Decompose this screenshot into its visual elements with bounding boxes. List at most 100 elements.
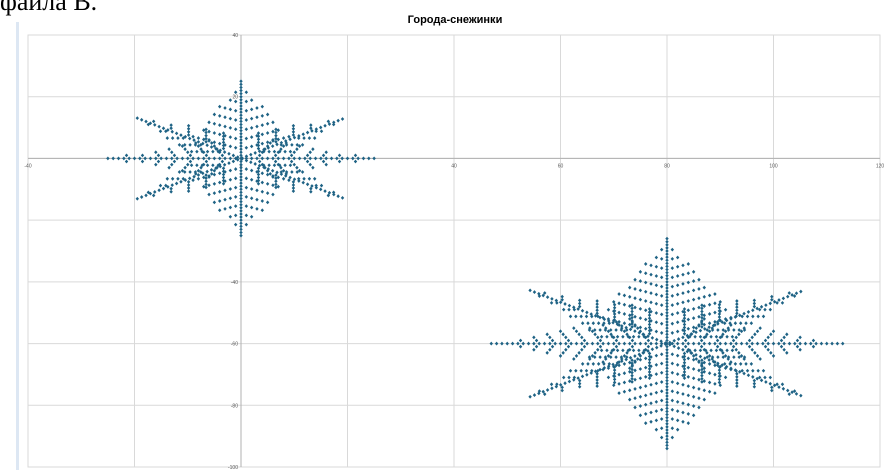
data-point xyxy=(675,329,680,334)
data-point xyxy=(700,358,704,363)
data-point xyxy=(654,341,659,346)
data-point xyxy=(223,133,227,138)
data-point xyxy=(646,334,650,339)
data-point xyxy=(737,369,742,374)
data-point xyxy=(244,118,249,122)
data-point xyxy=(602,362,606,366)
data-point xyxy=(665,347,669,352)
data-point xyxy=(734,341,738,346)
data-point xyxy=(132,156,137,161)
data-point xyxy=(558,300,563,305)
data-point xyxy=(647,319,652,324)
data-point xyxy=(763,344,768,349)
data-point xyxy=(720,348,724,353)
data-point xyxy=(642,348,646,353)
data-point xyxy=(668,340,672,345)
data-point xyxy=(700,367,704,372)
data-point xyxy=(270,168,275,173)
data-point xyxy=(186,179,191,184)
data-point xyxy=(691,404,696,408)
data-point xyxy=(309,126,313,131)
data-point xyxy=(711,359,716,364)
data-point xyxy=(675,311,680,315)
data-point xyxy=(260,156,265,161)
data-point xyxy=(228,168,233,173)
data-point xyxy=(542,341,547,346)
data-point xyxy=(780,382,785,387)
data-point xyxy=(591,321,596,326)
data-point xyxy=(265,172,270,177)
data-point xyxy=(637,330,641,335)
data-point xyxy=(729,360,733,364)
data-point xyxy=(204,179,208,184)
data-point xyxy=(715,338,720,343)
data-point xyxy=(356,156,360,161)
data-point xyxy=(257,153,262,158)
data-point xyxy=(289,153,294,158)
data-point xyxy=(239,141,243,145)
data-point xyxy=(260,171,265,176)
data-point xyxy=(755,329,760,334)
data-point xyxy=(654,274,659,278)
data-point xyxy=(596,341,600,346)
data-point xyxy=(233,222,238,227)
data-point xyxy=(239,215,243,219)
data-point xyxy=(617,292,621,296)
data-point xyxy=(228,107,233,112)
data-point xyxy=(755,341,760,346)
data-point xyxy=(187,136,192,141)
data-point xyxy=(630,373,634,378)
data-point xyxy=(761,341,765,346)
data-point xyxy=(617,363,621,368)
data-point xyxy=(279,172,284,177)
data-point xyxy=(186,162,190,167)
data-point xyxy=(700,379,704,384)
data-point xyxy=(659,339,663,344)
data-point xyxy=(228,125,233,130)
data-point xyxy=(735,384,739,389)
data-point xyxy=(612,371,617,376)
data-point xyxy=(649,263,653,268)
data-point xyxy=(643,421,648,426)
data-point xyxy=(735,302,739,306)
data-point xyxy=(151,119,156,124)
data-point xyxy=(167,147,171,152)
data-point xyxy=(707,329,712,334)
data-point xyxy=(659,284,664,289)
data-point xyxy=(554,298,559,303)
data-point xyxy=(326,119,331,124)
data-point xyxy=(702,341,706,346)
data-point xyxy=(628,379,632,383)
data-point xyxy=(310,128,314,133)
data-point xyxy=(574,314,578,319)
data-point xyxy=(681,373,685,378)
data-point xyxy=(200,149,204,154)
data-point xyxy=(630,338,635,343)
data-point xyxy=(665,375,669,380)
data-point xyxy=(720,334,724,339)
data-point xyxy=(649,382,653,387)
data-point xyxy=(196,136,201,140)
data-point xyxy=(633,329,637,333)
data-point xyxy=(227,151,231,156)
data-point xyxy=(601,367,605,372)
data-point xyxy=(782,335,786,340)
data-point xyxy=(659,380,664,384)
data-point xyxy=(518,338,523,343)
data-point xyxy=(638,341,643,346)
data-point xyxy=(265,112,270,117)
data-point xyxy=(216,149,220,154)
data-point xyxy=(782,341,786,346)
data-point xyxy=(691,269,696,274)
data-point xyxy=(249,196,254,201)
data-point xyxy=(702,397,706,402)
data-point xyxy=(188,170,192,174)
data-point xyxy=(532,335,536,340)
data-point xyxy=(534,344,539,349)
data-point xyxy=(601,315,605,320)
data-point xyxy=(665,335,669,340)
data-point xyxy=(620,359,624,364)
data-point xyxy=(686,317,691,322)
data-point xyxy=(654,264,659,269)
data-point xyxy=(186,123,191,128)
